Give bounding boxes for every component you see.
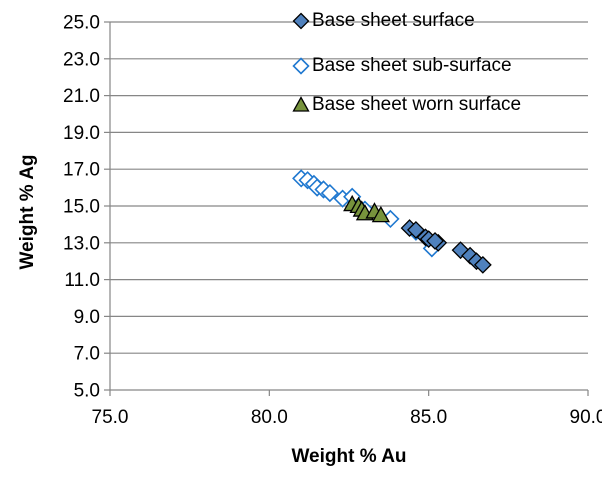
y-tick-label: 11.0 — [64, 270, 100, 291]
x-tick-label: 85.0 — [410, 407, 447, 428]
y-tick-labels: 5.0 7.0 9.0 11.0 13.0 15.0 17.0 19.0 21.0 23.0 25.… — [63, 13, 100, 402]
legend-item-surface[interactable]: Base sheet surface — [292, 10, 475, 31]
y-tick-label: 15.0 — [63, 197, 100, 218]
legend: Base sheet surface Base sheet sub-surfac… — [292, 10, 522, 115]
legend-label-sub-surface: Base sheet sub-surface — [312, 55, 512, 76]
y-axis-title: Weight % Ag — [17, 154, 38, 269]
y-tick-label: 9.0 — [74, 307, 100, 328]
data-point-diamond-open — [320, 183, 340, 203]
legend-marker-filled-diamond — [292, 12, 310, 30]
y-tick-label: 25.0 — [63, 13, 100, 34]
axes — [104, 21, 589, 396]
legend-label-worn-surface: Base sheet worn surface — [312, 94, 521, 115]
x-tick-labels: 75.0 80.0 85.0 90.0 — [92, 407, 602, 428]
x-axis-title: Weight % Au — [291, 446, 406, 467]
data-point-diamond-filled — [426, 232, 444, 250]
data-points — [292, 169, 492, 274]
x-tick-label: 75.0 — [92, 407, 129, 428]
y-tick-label: 19.0 — [63, 123, 100, 144]
y-tick-label: 23.0 — [63, 49, 100, 70]
data-point-triangle-filled — [371, 205, 390, 223]
data-point-diamond-filled — [407, 221, 425, 239]
legend-item-worn-surface[interactable]: Base sheet worn surface — [292, 94, 522, 115]
y-tick-label: 13.0 — [63, 233, 100, 254]
legend-marker-triangle — [292, 96, 310, 112]
data-point-diamond-filled — [473, 255, 492, 274]
y-tick-label: 21.0 — [63, 86, 100, 107]
x-tick-label: 80.0 — [251, 407, 288, 428]
legend-label-surface: Base sheet surface — [312, 10, 475, 31]
y-tick-label: 7.0 — [74, 344, 100, 365]
y-tick-label: 5.0 — [74, 381, 100, 402]
legend-item-sub-surface[interactable]: Base sheet sub-surface — [292, 55, 512, 76]
y-tick-label: 17.0 — [63, 160, 100, 181]
legend-marker-open-diamond — [292, 57, 310, 75]
x-tick-label: 90.0 — [570, 407, 602, 428]
